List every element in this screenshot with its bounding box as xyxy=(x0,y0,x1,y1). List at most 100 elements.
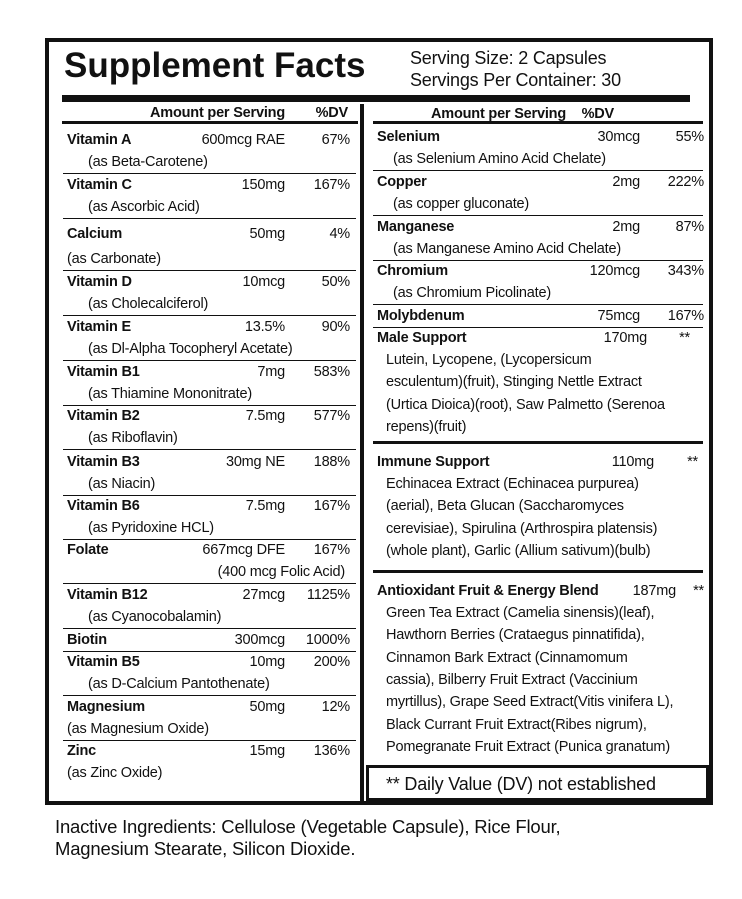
inactive-ingredients: Inactive Ingredients: Cellulose (Vegetab… xyxy=(55,816,561,837)
nutrient-name: Vitamin B12 xyxy=(67,587,148,603)
nutrient-dv: 87% xyxy=(675,219,705,235)
header-amount: Amount per Serving xyxy=(150,105,285,121)
nutrient-name: Molybdenum xyxy=(377,308,465,324)
nutrient-amount: 10mcg xyxy=(242,274,285,290)
nutrient-source: (as Thiamine Mononitrate) xyxy=(88,386,252,402)
nutrient-source: (as Niacin) xyxy=(88,476,156,492)
nutrient-dv: 1000% xyxy=(305,632,350,648)
servings-per-container: Servings Per Container: 30 xyxy=(410,70,621,90)
blend-ingredients: Green Tea Extract (Camelia sinensis)(lea… xyxy=(386,605,655,621)
nutrient-dv: 136% xyxy=(313,743,350,759)
row-rule xyxy=(373,215,703,216)
nutrient-name: Vitamin A xyxy=(67,132,132,148)
nutrient-amount: 27mcg xyxy=(242,587,285,603)
row-rule xyxy=(63,449,356,450)
nutrient-amount: 30mcg xyxy=(597,129,640,145)
nutrient-name: Selenium xyxy=(377,129,440,145)
nutrient-dv: 188% xyxy=(313,454,350,470)
header-dv: %DV xyxy=(315,105,349,121)
serving-size: Serving Size: 2 Capsules xyxy=(410,48,607,68)
nutrient-dv: 67% xyxy=(321,132,351,148)
nutrient-name: Magnesium xyxy=(67,699,145,715)
blend-dv: ** xyxy=(679,330,690,346)
blend-ingredients: esculentum)(fruit), Stinging Nettle Extr… xyxy=(386,374,642,391)
label-border xyxy=(45,38,713,805)
nutrient-dv: 200% xyxy=(313,654,350,670)
header-rule xyxy=(373,121,703,124)
row-rule xyxy=(63,405,356,406)
nutrient-name: Calcium xyxy=(67,226,123,242)
nutrient-name: Folate xyxy=(67,542,109,558)
nutrient-amount: 75mcg xyxy=(597,308,640,324)
nutrient-amount: 7mg xyxy=(257,364,285,380)
blend-ingredients: repens)(fruit) xyxy=(386,418,467,435)
blend-ingredients: myrtillus), Grape Seed Extract(Vitis vin… xyxy=(386,694,674,711)
nutrient-name: Vitamin B2 xyxy=(67,408,140,424)
nutrient-name: Vitamin E xyxy=(67,319,132,335)
inactive-ingredients: Magnesium Stearate, Silicon Dioxide. xyxy=(55,838,356,859)
nutrient-source: (as Cholecalciferol) xyxy=(88,296,209,312)
column-divider xyxy=(360,104,364,801)
nutrient-name: Biotin xyxy=(67,632,107,648)
row-rule xyxy=(373,304,703,305)
nutrient-dv: 583% xyxy=(313,364,350,380)
nutrient-dv: 12% xyxy=(321,699,351,715)
nutrient-amount: 7.5mg xyxy=(245,408,286,424)
nutrient-amount: 30mg NE xyxy=(225,454,285,470)
nutrient-source: (as Zinc Oxide) xyxy=(67,765,163,781)
blend-ingredients: Black Currant Fruit Extract(Ribes nigrum… xyxy=(386,716,647,733)
nutrient-amount: 667mcg DFE xyxy=(202,542,285,558)
nutrient-name: Vitamin B1 xyxy=(67,364,140,380)
nutrient-dv: 577% xyxy=(313,408,350,424)
blend-amount: 110mg xyxy=(611,454,654,470)
nutrient-source: (as Cyanocobalamin) xyxy=(88,609,222,625)
row-rule xyxy=(63,583,356,584)
blend-amount: 187mg xyxy=(632,583,677,599)
nutrient-amount: 7.5mg xyxy=(245,498,286,514)
row-rule xyxy=(63,539,356,540)
nutrient-dv: 1125% xyxy=(306,587,350,603)
nutrient-source: (as Chromium Picolinate) xyxy=(393,285,551,301)
blend-ingredients: Cinnamon Bark Extract (Cinnamomum xyxy=(386,649,628,666)
row-rule xyxy=(63,315,356,316)
nutrient-name: Chromium xyxy=(377,263,448,279)
nutrient-amount: 50mg xyxy=(249,226,286,242)
nutrient-source: (as Riboflavin) xyxy=(88,430,178,446)
blend-name: Antioxidant Fruit & Energy Blend xyxy=(377,583,599,599)
blend-dv: ** xyxy=(693,583,704,599)
header-rule xyxy=(62,121,358,124)
blend-dv: ** xyxy=(687,454,698,470)
nutrient-source: (as Pyridoxine HCL) xyxy=(88,520,214,536)
nutrient-amount: 120mcg xyxy=(589,263,641,279)
blend-ingredients: cerevisiae), Spirulina (Arthrospira plat… xyxy=(386,520,658,537)
nutrient-name: Vitamin C xyxy=(67,177,132,193)
nutrient-name: Vitamin B5 xyxy=(67,654,140,670)
nutrient-dv: 4% xyxy=(329,226,350,242)
nutrient-name: Zinc xyxy=(67,743,97,759)
row-rule xyxy=(63,218,356,219)
blend-ingredients: Pomegranate Fruit Extract (Punica granat… xyxy=(386,738,670,755)
nutrient-name: Vitamin B6 xyxy=(67,498,140,514)
nutrient-dv: 167% xyxy=(667,308,704,324)
nutrient-source: (as copper gluconate) xyxy=(393,196,530,212)
row-rule xyxy=(373,260,703,261)
blend-ingredients: Hawthorn Berries (Crataegus pinnatifida)… xyxy=(386,627,645,644)
nutrient-name: Copper xyxy=(377,174,427,190)
footnote: ** Daily Value (DV) not established xyxy=(386,774,656,794)
blend-ingredients: Echinacea Extract (Echinacea purpurea) xyxy=(386,476,639,492)
nutrient-dv: 222% xyxy=(667,174,704,190)
row-rule xyxy=(63,495,356,496)
blend-name: Immune Support xyxy=(377,454,490,470)
thick-rule xyxy=(62,95,690,102)
nutrient-dv: 55% xyxy=(675,129,705,145)
nutrient-source: (as Dl-Alpha Tocopheryl Acetate) xyxy=(88,341,293,357)
blend-amount: 170mg xyxy=(603,330,648,346)
row-rule xyxy=(63,360,356,361)
row-rule xyxy=(63,270,356,271)
row-rule xyxy=(63,173,356,174)
nutrient-source: (400 mcg Folic Acid) xyxy=(217,564,346,580)
blend-ingredients: (Urtica Dioica)(root), Saw Palmetto (Ser… xyxy=(386,396,665,413)
row-rule xyxy=(373,170,703,171)
row-rule xyxy=(63,651,356,652)
